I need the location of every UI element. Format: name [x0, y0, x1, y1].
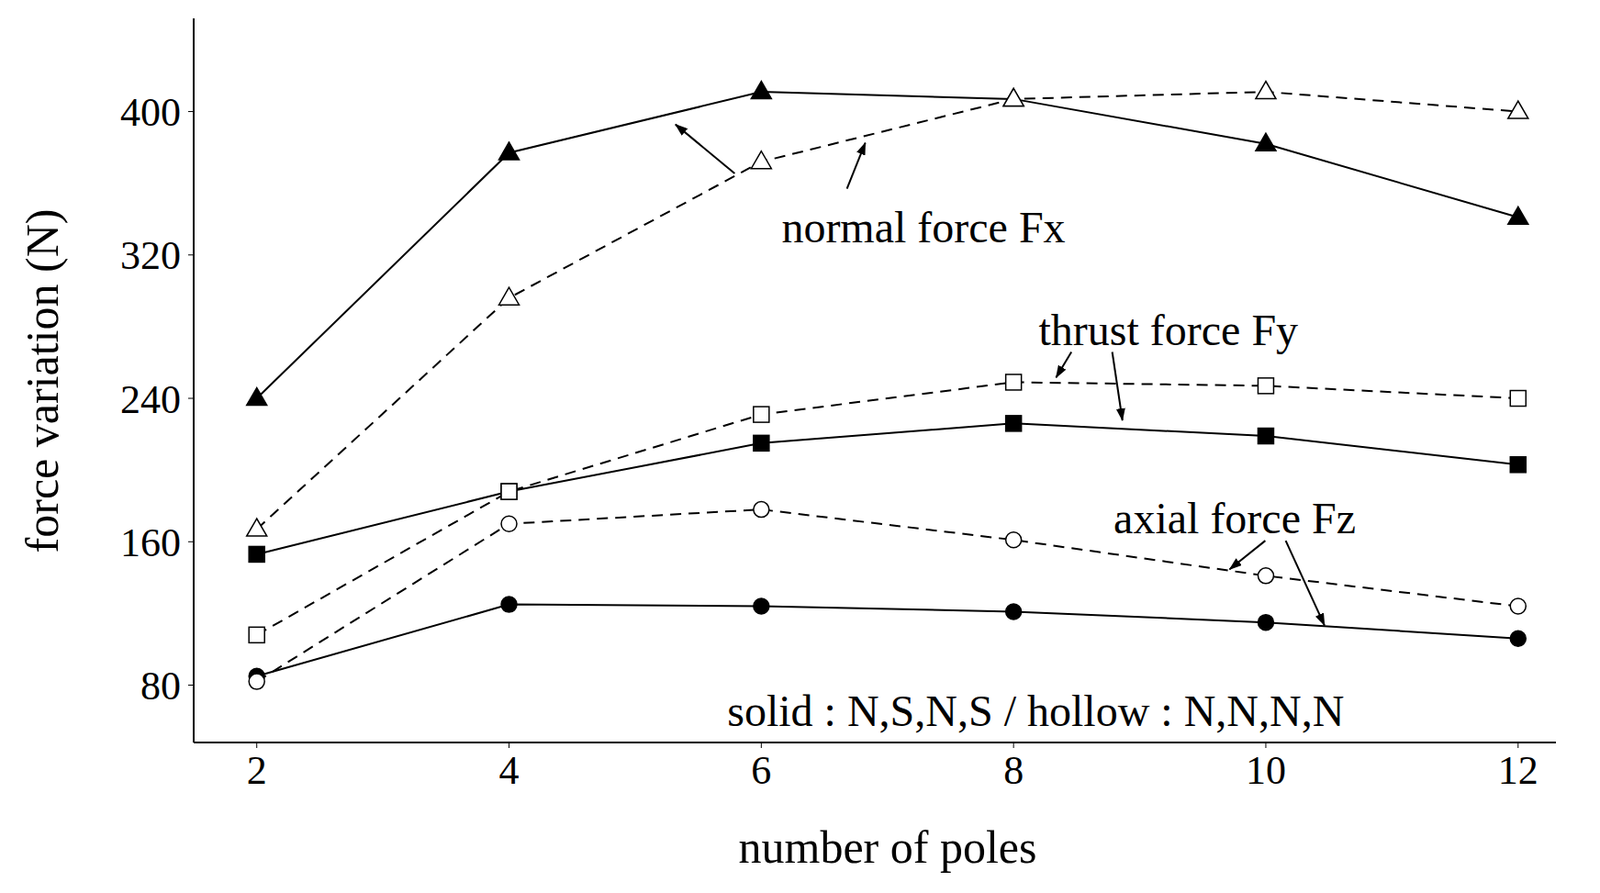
svg-text:4: 4 — [499, 748, 520, 794]
svg-text:12: 12 — [1498, 748, 1539, 794]
svg-text:240: 240 — [120, 377, 181, 423]
svg-text:8: 8 — [1003, 748, 1024, 794]
svg-text:6: 6 — [750, 748, 772, 794]
svg-text:force variation (N): force variation (N) — [16, 209, 68, 554]
svg-text:400: 400 — [120, 89, 181, 135]
svg-text:320: 320 — [120, 233, 181, 279]
svg-text:2: 2 — [246, 748, 268, 794]
svg-text:80: 80 — [140, 663, 181, 709]
svg-text:normal force Fx: normal force Fx — [781, 202, 1065, 252]
svg-text:solid : N,S,N,S / hollow : N,N: solid : N,S,N,S / hollow : N,N,N,N — [727, 686, 1344, 736]
svg-text:number of poles: number of poles — [738, 821, 1038, 873]
svg-text:thrust force Fy: thrust force Fy — [1038, 305, 1298, 355]
svg-text:10: 10 — [1245, 748, 1287, 794]
svg-text:160: 160 — [120, 520, 181, 566]
svg-text:axial force Fz: axial force Fz — [1113, 493, 1356, 543]
